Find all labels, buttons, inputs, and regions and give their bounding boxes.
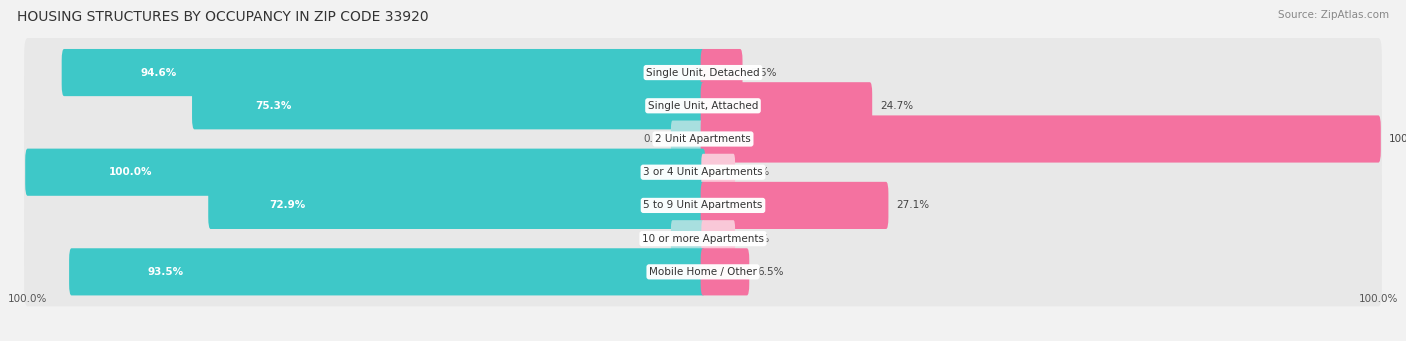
FancyBboxPatch shape <box>671 220 704 257</box>
FancyBboxPatch shape <box>24 138 1382 207</box>
Text: 6.5%: 6.5% <box>756 267 783 277</box>
FancyBboxPatch shape <box>671 120 704 158</box>
Text: Mobile Home / Other: Mobile Home / Other <box>650 267 756 277</box>
FancyBboxPatch shape <box>24 71 1382 140</box>
Text: 0.0%: 0.0% <box>643 234 669 243</box>
Text: Single Unit, Attached: Single Unit, Attached <box>648 101 758 111</box>
Text: 0.0%: 0.0% <box>744 167 769 177</box>
Text: 2 Unit Apartments: 2 Unit Apartments <box>655 134 751 144</box>
Text: 93.5%: 93.5% <box>148 267 183 277</box>
Text: Source: ZipAtlas.com: Source: ZipAtlas.com <box>1278 10 1389 20</box>
Text: 0.0%: 0.0% <box>744 234 769 243</box>
Text: HOUSING STRUCTURES BY OCCUPANCY IN ZIP CODE 33920: HOUSING STRUCTURES BY OCCUPANCY IN ZIP C… <box>17 10 429 24</box>
Text: 0.0%: 0.0% <box>643 134 669 144</box>
Text: 10 or more Apartments: 10 or more Apartments <box>643 234 763 243</box>
FancyBboxPatch shape <box>700 82 872 129</box>
FancyBboxPatch shape <box>24 237 1382 307</box>
Text: 100.0%: 100.0% <box>8 294 48 304</box>
FancyBboxPatch shape <box>24 38 1382 107</box>
FancyBboxPatch shape <box>700 248 749 295</box>
Text: 72.9%: 72.9% <box>270 201 307 210</box>
Text: 27.1%: 27.1% <box>896 201 929 210</box>
Text: 24.7%: 24.7% <box>880 101 912 111</box>
FancyBboxPatch shape <box>702 220 735 257</box>
FancyBboxPatch shape <box>24 171 1382 240</box>
FancyBboxPatch shape <box>69 248 706 295</box>
Text: 75.3%: 75.3% <box>256 101 292 111</box>
Text: 100.0%: 100.0% <box>1358 294 1398 304</box>
FancyBboxPatch shape <box>700 182 889 229</box>
Text: 100.0%: 100.0% <box>108 167 152 177</box>
FancyBboxPatch shape <box>700 115 1381 163</box>
FancyBboxPatch shape <box>208 182 706 229</box>
Text: 94.6%: 94.6% <box>141 68 177 77</box>
Text: 100.0%: 100.0% <box>1389 134 1406 144</box>
FancyBboxPatch shape <box>700 49 742 96</box>
FancyBboxPatch shape <box>193 82 706 129</box>
FancyBboxPatch shape <box>24 104 1382 174</box>
Text: 5 to 9 Unit Apartments: 5 to 9 Unit Apartments <box>644 201 762 210</box>
Text: Single Unit, Detached: Single Unit, Detached <box>647 68 759 77</box>
Text: 3 or 4 Unit Apartments: 3 or 4 Unit Apartments <box>643 167 763 177</box>
FancyBboxPatch shape <box>25 149 706 196</box>
FancyBboxPatch shape <box>62 49 706 96</box>
FancyBboxPatch shape <box>24 204 1382 273</box>
FancyBboxPatch shape <box>702 154 735 191</box>
Text: 5.5%: 5.5% <box>751 68 776 77</box>
